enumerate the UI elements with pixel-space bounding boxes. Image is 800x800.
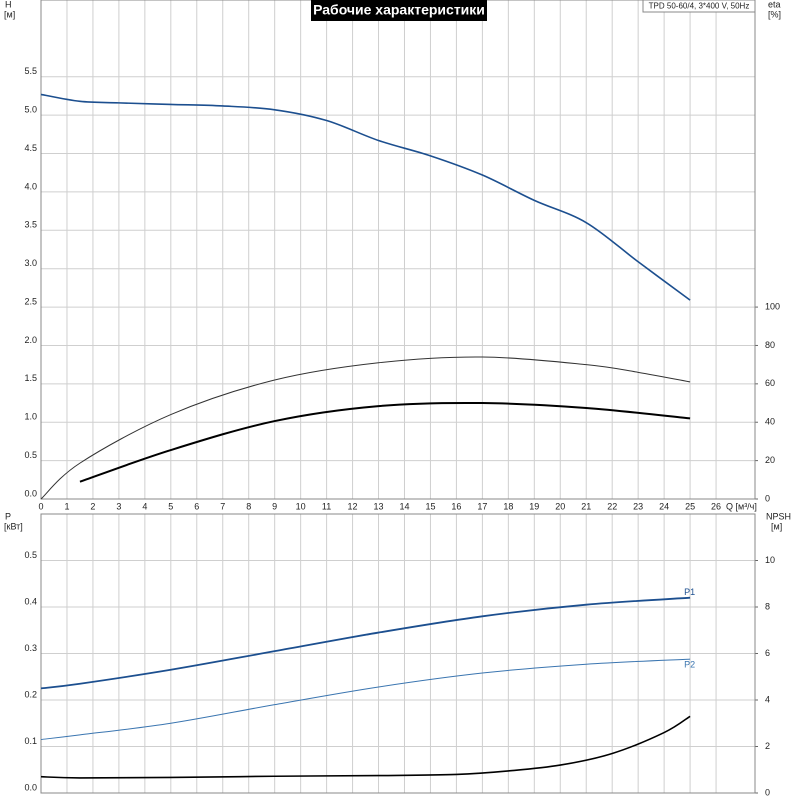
y-tick-label: 0.5 [24,450,37,460]
x-tick-label: 17 [477,501,487,511]
x-tick-label: 12 [348,501,358,511]
chart-subtitle: TPD 50-60/4, 3*400 V, 50Hz [649,2,750,11]
y2-tick-label: 0 [765,787,770,797]
x-tick-label: 14 [399,501,409,511]
y-tick-label: 4.0 [24,181,37,191]
x-tick-label: 11 [322,501,331,511]
y2-tick-label: 20 [765,455,775,465]
x-tick-label: 3 [116,501,121,511]
axis-label: NPSH [766,511,791,521]
y2-tick-label: 8 [765,601,770,611]
axis-label: [кВт] [4,521,23,531]
x-tick-label: 21 [581,501,591,511]
y-tick-label: 5.5 [24,66,37,76]
y-tick-label: 0.3 [24,643,37,653]
x-tick-label: 19 [529,501,539,511]
line [40,596,691,690]
axis-label: H [5,0,12,9]
x-tick-label: 16 [451,501,461,511]
series-label: P1 [684,587,695,597]
y-tick-label: 0.0 [24,488,37,498]
axis-label: Q [м³/ч] [726,501,757,511]
y-tick-label: 0.0 [24,782,37,792]
y2-tick-label: 0 [765,493,770,503]
y-tick-label: 2.0 [24,335,37,345]
x-tick-label: 22 [607,501,617,511]
x-tick-label: 4 [142,501,147,511]
line [40,356,691,500]
y-tick-label: 0.5 [24,550,37,560]
axis-label: [м] [771,521,782,531]
title-box [311,0,487,21]
x-tick-label: 24 [659,501,669,511]
plot-border [40,513,756,794]
y2-tick-label: 2 [765,741,770,751]
axis-label: [%] [768,9,781,19]
x-tick-label: 9 [272,501,277,511]
y2-tick-label: 80 [765,340,775,350]
y2-tick-label: 60 [765,378,775,388]
y-tick-label: 1.5 [24,373,37,383]
line [40,715,691,779]
y-tick-label: 0.1 [24,736,37,746]
axis-label: eta [768,0,781,9]
x-tick-label: 18 [503,501,513,511]
chart-title: Рабочие характеристики [313,2,485,18]
x-tick-label: 15 [425,501,435,511]
x-tick-label: 25 [685,501,695,511]
x-tick-label: 26 [711,501,721,511]
plot-border [40,0,756,500]
y-tick-label: 2.5 [24,296,37,306]
x-tick-label: 1 [64,501,69,511]
y-tick-label: 0.4 [24,596,37,606]
y-tick-label: 3.5 [24,220,37,230]
line [40,93,691,301]
y2-tick-label: 40 [765,417,775,427]
x-tick-label: 20 [555,501,565,511]
y-tick-label: 5.0 [24,105,37,115]
x-tick-label: 0 [38,501,43,511]
subtitle-box [642,0,756,13]
y2-tick-label: 10 [765,555,775,565]
x-tick-label: 2 [90,501,95,511]
y2-tick-label: 4 [765,694,770,704]
y-tick-label: 4.5 [24,143,37,153]
y-tick-label: 3.0 [24,258,37,268]
x-tick-label: 8 [246,501,251,511]
x-tick-label: 13 [374,501,384,511]
series-label: P2 [684,659,695,669]
line [40,658,691,741]
y2-tick-label: 100 [765,301,780,311]
y-tick-label: 1.0 [24,412,37,422]
axis-label: P [5,511,11,521]
axis-label: [м] [4,9,15,19]
x-tick-label: 5 [168,501,173,511]
y-tick-label: 0.2 [24,689,37,699]
x-tick-label: 10 [296,501,306,511]
x-tick-label: 6 [194,501,199,511]
x-tick-label: 7 [220,501,225,511]
line [79,401,691,483]
x-tick-label: 23 [633,501,643,511]
y2-tick-label: 6 [765,648,770,658]
